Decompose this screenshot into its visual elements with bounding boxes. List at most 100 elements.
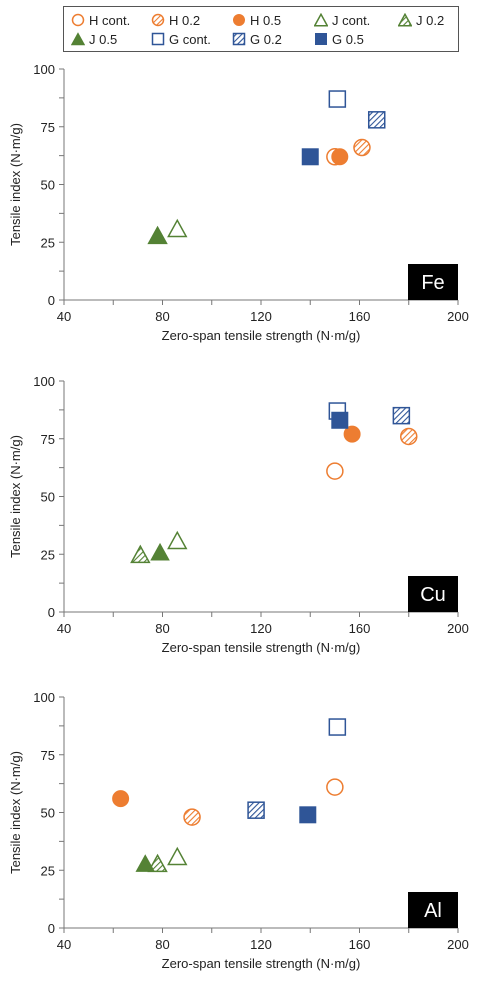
- panel-label: Fe: [421, 272, 444, 294]
- x-tick-label: 160: [349, 937, 371, 952]
- data-point-g-0-2: [367, 111, 386, 129]
- legend-label: J 0.2: [416, 12, 445, 28]
- y-tick-label: 50: [41, 806, 55, 821]
- x-tick-label: 40: [57, 309, 71, 324]
- x-tick-label: 200: [447, 309, 469, 324]
- y-tick-label: 75: [41, 748, 55, 763]
- y-tick-label: 0: [48, 921, 55, 936]
- panel-label-box: [408, 576, 458, 612]
- data-point-h-0-2: [353, 138, 371, 157]
- data-point-h-cont: [326, 462, 344, 480]
- legend-marker-h-0-2: [151, 13, 165, 27]
- x-tick-label: 200: [447, 621, 469, 636]
- x-tick-label: 200: [447, 937, 469, 952]
- data-point-h-0-5: [112, 790, 130, 808]
- x-tick-label: 120: [250, 621, 272, 636]
- panel-label-box: [408, 264, 458, 300]
- data-point-j-0-5: [147, 226, 168, 244]
- legend-item-j-0-5: J 0.5: [71, 30, 117, 48]
- y-tick-label: 25: [41, 863, 55, 878]
- y-tick-label: 50: [41, 178, 55, 193]
- y-tick-label: 75: [41, 120, 55, 135]
- data-point-j-0-2: [130, 544, 151, 564]
- y-tick-label: 75: [41, 432, 55, 447]
- legend-symbol-g-0-5: [315, 33, 327, 45]
- legend-marker-g-cont: [151, 32, 165, 46]
- data-point-g-cont: [328, 718, 347, 736]
- data-point-g-0-2: [392, 406, 411, 425]
- panel-label: Al: [424, 900, 442, 922]
- legend-marker-h-0-5: [233, 14, 245, 26]
- x-axis-title: Zero-span tensile strength (N·m/g): [162, 640, 361, 655]
- legend-item-g-0-2: G 0.2: [232, 30, 282, 48]
- data-point-h-0-5: [343, 425, 361, 443]
- y-axis-title: Tensile index (N·m/g): [8, 123, 23, 246]
- y-tick-label: 50: [41, 490, 55, 505]
- data-point-g-0-5: [331, 411, 349, 429]
- data-point-j-0-5: [135, 854, 156, 872]
- y-tick-label: 0: [48, 605, 55, 620]
- legend-item-h-cont: H cont.: [71, 11, 130, 29]
- x-tick-label: 40: [57, 937, 71, 952]
- legend-label: G 0.2: [250, 31, 282, 47]
- data-point-j-0-5: [150, 542, 170, 561]
- data-point-h-0-5: [331, 148, 349, 166]
- legend-label: G cont.: [169, 31, 211, 47]
- legend-symbol-h-0-2: [151, 13, 165, 27]
- x-axis-title: Zero-span tensile strength (N·m/g): [162, 956, 361, 971]
- y-tick-label: 100: [33, 62, 55, 77]
- chart-panel-al: 0 25 50 75 100 40 80 120 160 200 Zero-span tensile…: [8, 690, 469, 971]
- x-tick-label: 80: [155, 309, 169, 324]
- legend-marker-j-0-2: [398, 13, 412, 27]
- legend-item-g-cont: G cont.: [151, 30, 211, 48]
- legend-marker-g-0-2: [232, 32, 246, 46]
- chart-legend: H cont. H 0.2 H 0.5 J cont. J 0.2 J 0.5 G cont…: [63, 6, 459, 52]
- x-tick-label: 160: [349, 309, 371, 324]
- y-tick-label: 25: [41, 547, 55, 562]
- data-point-g-0-5: [301, 148, 319, 166]
- chart-panel-cu: 0 25 50 75 100 40 80 120 160 200 Zero-span tensile…: [8, 374, 469, 655]
- y-tick-label: 25: [41, 235, 55, 250]
- legend-symbol-j-0-2: [398, 13, 412, 27]
- x-tick-label: 160: [349, 621, 371, 636]
- legend-label: H cont.: [89, 12, 131, 28]
- data-point-h-0-2: [183, 808, 201, 826]
- data-point-j-cont: [167, 218, 188, 238]
- legend-marker-g-0-5: [315, 33, 327, 45]
- legend-item-g-0-5: G 0.5: [314, 30, 364, 48]
- legend-item-h-0-2: H 0.2: [151, 11, 200, 29]
- data-point-j-cont: [167, 846, 188, 866]
- legend-item-j-cont: J cont.: [314, 11, 370, 29]
- x-tick-label: 40: [57, 621, 71, 636]
- x-tick-label: 120: [250, 309, 272, 324]
- x-tick-label: 120: [250, 937, 272, 952]
- legend-symbol-g-cont: [151, 32, 165, 46]
- legend-marker-j-0-5: [71, 32, 85, 46]
- legend-label: H 0.2: [169, 12, 201, 28]
- x-tick-label: 80: [155, 621, 169, 636]
- legend-marker-j-cont: [314, 13, 328, 27]
- y-tick-label: 0: [48, 293, 55, 308]
- legend-symbol-j-cont: [314, 13, 328, 27]
- legend-symbol-j-0-5: [71, 32, 85, 46]
- panel-label-box: [408, 892, 458, 928]
- data-point-h-cont: [326, 778, 344, 796]
- chart-panel-fe: 0 25 50 75 100 40 80 120 160 200 Zero-span tensile…: [8, 62, 469, 343]
- legend-symbol-h-cont: [71, 13, 85, 27]
- data-point-j-0-2: [147, 853, 168, 873]
- data-point-j-cont: [167, 530, 188, 550]
- legend-symbol-g-0-2: [232, 32, 246, 46]
- legend-label: J cont.: [332, 12, 371, 28]
- y-axis-title: Tensile index (N·m/g): [8, 435, 23, 558]
- data-point-g-0-5: [299, 806, 317, 824]
- y-tick-label: 100: [33, 690, 55, 705]
- legend-marker-h-cont: [71, 13, 85, 27]
- legend-item-j-0-2: J 0.2: [398, 11, 444, 29]
- legend-label: G 0.5: [332, 31, 364, 47]
- legend-label: J 0.5: [89, 31, 118, 47]
- panel-label: Cu: [420, 584, 446, 606]
- y-tick-label: 100: [33, 374, 55, 389]
- y-axis-title: Tensile index (N·m/g): [8, 751, 23, 874]
- x-tick-label: 80: [155, 937, 169, 952]
- x-axis-title: Zero-span tensile strength (N·m/g): [162, 328, 361, 343]
